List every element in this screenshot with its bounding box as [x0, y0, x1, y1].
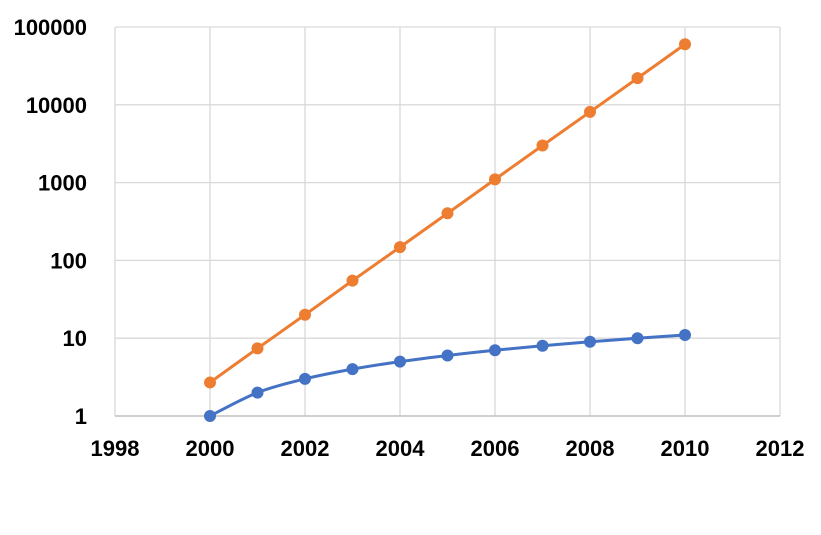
y-tick-label: 100 — [50, 248, 87, 273]
data-point — [394, 355, 406, 368]
data-point — [584, 105, 596, 118]
tick-labels: 1998 2000 2002 2004 2006 2008 2010 2012 1 10 100 10… — [14, 15, 805, 461]
data-point — [346, 363, 359, 376]
y-tick-label: 10000 — [26, 93, 87, 118]
y-tick-label: 1000 — [38, 171, 87, 196]
data-point — [346, 274, 359, 287]
data-point — [489, 173, 501, 186]
x-tick-label: 2012 — [756, 436, 805, 461]
data-point — [441, 349, 454, 362]
data-point — [204, 410, 216, 422]
data-point — [299, 308, 311, 321]
x-tick-label: 1998 — [91, 436, 140, 461]
y-tick-label: 10 — [63, 326, 87, 351]
y-tick-label: 1 — [75, 404, 87, 429]
data-point — [299, 372, 311, 385]
data-point — [679, 38, 691, 51]
series-1 — [204, 328, 691, 422]
y-tick-label: 100000 — [14, 15, 87, 40]
series-2 — [204, 38, 691, 389]
data-point — [394, 241, 406, 254]
series-group — [204, 38, 691, 422]
data-point — [204, 376, 216, 389]
data-point — [536, 339, 549, 352]
series-line — [208, 333, 687, 418]
data-point — [251, 342, 264, 355]
data-point — [536, 139, 549, 152]
data-point — [251, 386, 264, 399]
x-tick-label: 2006 — [471, 436, 520, 461]
data-point — [631, 72, 644, 85]
x-tick-label: 2000 — [186, 436, 235, 461]
x-tick-label: 2004 — [376, 436, 426, 461]
data-point — [679, 328, 691, 341]
grid — [114, 26, 781, 416]
x-tick-label: 2010 — [661, 436, 710, 461]
data-point — [489, 344, 501, 357]
x-tick-label: 2002 — [281, 436, 330, 461]
x-tick-label: 2008 — [566, 436, 615, 461]
data-point — [441, 207, 454, 220]
data-point — [584, 335, 596, 348]
data-point — [631, 332, 644, 345]
